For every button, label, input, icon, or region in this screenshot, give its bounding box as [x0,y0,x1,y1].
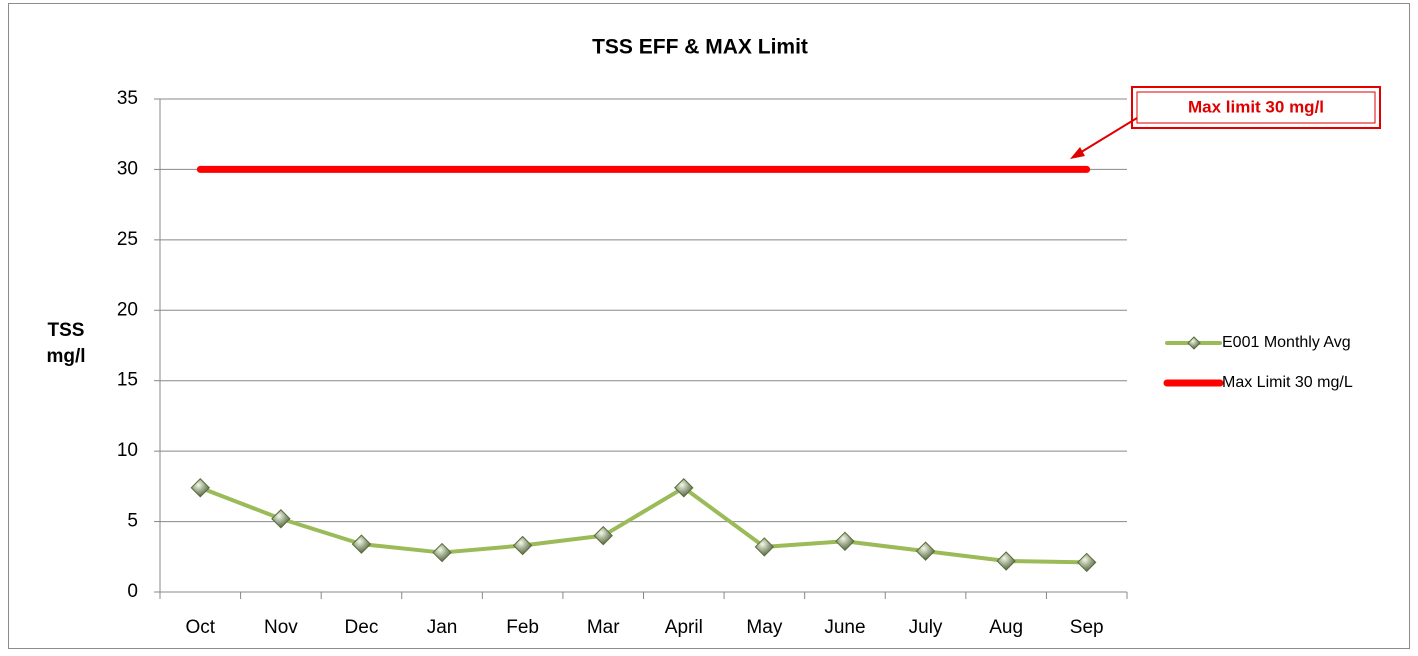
x-tick-label: Oct [186,617,216,638]
legend-label: E001 Monthly Avg [1222,334,1351,351]
marker [915,541,936,561]
x-tick-label: Mar [587,617,620,638]
marker [1077,552,1097,573]
annotation-arrowhead [1070,147,1085,159]
annotation-box [1131,86,1381,129]
x-tick-label: Sep [1070,617,1104,638]
x-tick-label: Dec [345,617,379,638]
y-axis-label: TSS mg/l [46,320,86,367]
annotation: Max limit 30 mg/l [1188,97,1324,116]
marker [674,478,694,498]
y-tick-label: 35 [117,88,138,109]
x-tick-label: July [909,617,943,638]
marker [190,478,210,498]
x-tick-label: Aug [989,617,1023,638]
y-tick-label: 30 [117,158,138,179]
series-line [198,485,1089,565]
marker [835,531,855,551]
marker [754,537,775,557]
legend-label: Max Limit 30 mg/L [1222,374,1353,391]
marker [432,542,452,563]
y-tick-label: 5 [127,511,138,532]
marker [271,509,291,529]
x-tick-label: June [824,617,865,638]
x-tick-label: May [746,617,782,638]
x-tick-label: April [665,617,703,638]
legend-marker [1187,336,1201,350]
y-tick-label: 10 [117,440,138,461]
marker [351,534,372,554]
annotation-arrow [1077,117,1138,155]
chart-title: TSS EFF & MAX Limit [592,36,808,59]
annotation-box-inner [1136,91,1376,124]
y-tick-label: 20 [117,299,138,320]
x-tick-label: Nov [264,617,298,638]
y-tick-label: 15 [117,370,138,391]
x-tick-label: Jan [427,617,458,638]
x-tick-label: Feb [506,617,539,638]
marker [593,525,613,546]
marker [512,535,533,556]
marker [996,551,1016,571]
y-tick-label: 25 [117,229,138,250]
y-tick-label: 0 [127,581,138,602]
